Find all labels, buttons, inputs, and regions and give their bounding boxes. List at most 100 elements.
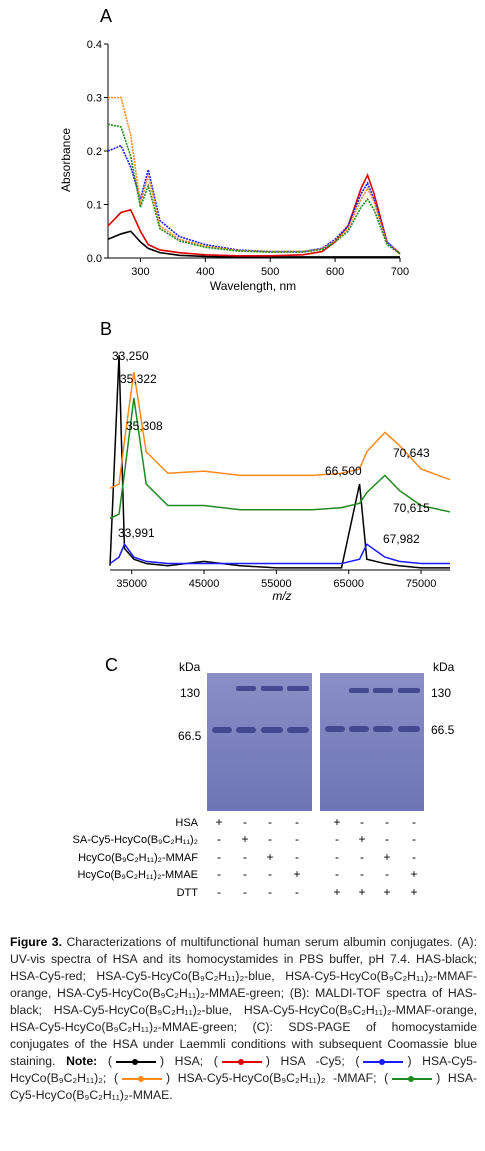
legend-label-cy5: HSA -Cy5; [280,1054,345,1068]
gel-sign: + [358,885,365,899]
gel-sign: - [295,850,299,864]
gel-sign: - [268,832,272,846]
series-line [109,397,451,520]
gel-sign: - [412,832,416,846]
x-tick-label: 45000 [189,578,220,590]
gel-sign: - [385,867,389,881]
y-tick-label: 0.3 [87,93,102,105]
gel-sign: - [217,867,221,881]
peak-label-70643: 70,643 [393,446,430,460]
gel-right [320,673,424,811]
x-tick-label: 75000 [406,578,437,590]
y-tick-label: 0.4 [87,39,102,51]
gel-sign: - [360,850,364,864]
row-label-dtt: DTT [177,887,199,899]
y-tick-label: 0.2 [87,146,102,158]
gel-sign: - [360,867,364,881]
gel-sign: + [333,885,340,899]
gel-sign: - [360,815,364,829]
row-label-cy5: SA-Cy5-HcyCo(B₉C₂H₁₁)₂ [73,834,198,846]
x-axis-label: Wavelength, nm [210,279,296,293]
x-tick-label: 35000 [116,578,147,590]
x-tick-label: 55000 [261,578,292,590]
peak-label-33991: 33,991 [118,526,155,540]
legend-label-orange: HSA-Cy5-HcyCo(B₉C₂H₁₁)₂ -MMAF; [177,1071,377,1085]
legend-line-black-icon [112,1057,160,1067]
gel-sign: - [385,832,389,846]
gel-sign: - [412,815,416,829]
row-label-hsa: HSA [175,817,198,829]
gel-sign: + [358,832,365,846]
caption-note: Note: [66,1054,98,1068]
peak-label-33250: 33,250 [112,349,149,363]
gel-sign: - [243,885,247,899]
x-tick-label: 300 [131,266,149,278]
gel-sign: + [215,815,222,829]
marker-66-left: 66.5 [178,729,202,743]
x-tick-label: 500 [261,266,279,278]
gel-sign: - [217,850,221,864]
caption-lead: Figure 3. [10,935,62,949]
x-tick-label: 65000 [333,578,364,590]
gel-sign: - [243,850,247,864]
gel-sign-grid: + - - - + - - - - + - - - + - - - - + - - - + - - - - + - - - + - - - - + + + + [215,815,417,899]
peak-label-35308: 35,308 [126,419,163,433]
gel-left [207,673,312,811]
peak-label-66500: 66,500 [325,464,362,478]
series-line [107,123,401,255]
kda-label-left: kDa [179,660,201,674]
gel-sign: - [295,832,299,846]
gel-sign: - [268,867,272,881]
gel-sign: + [266,850,273,864]
gel-sign: - [295,885,299,899]
x-tick-label: 700 [391,266,409,278]
gel-sign: - [268,815,272,829]
gel-sign: - [217,885,221,899]
legend-label-hsa: HSA; [174,1054,204,1068]
series-line [109,354,450,569]
gel-sign: - [412,850,416,864]
gel-bands [212,686,420,733]
series-line [109,372,451,489]
panel-letter-b: B [100,319,112,339]
peak-label-67982: 67,982 [383,532,420,546]
gel-sign: + [293,867,300,881]
row-label-mmae: HcyCo(B₉C₂H₁₁)₂-MMAE [77,869,198,881]
legend-label-green: HSA-Cy5-HcyCo(B₉C₂H₁₁)₂-MMAE. [10,1071,478,1102]
gel-sign: - [295,815,299,829]
gel-sign: + [383,850,390,864]
y-axis-label: Absorbance [59,128,73,192]
legend-line-red-icon [218,1057,266,1067]
legend-line-orange-icon [118,1074,166,1084]
gel-sign: - [243,867,247,881]
row-label-mmaf: HcyCo(B₉C₂H₁₁)₂-MMAF [78,852,198,864]
gel-sign: - [335,850,339,864]
gel-sign: - [217,832,221,846]
peak-label-35322: 35,322 [120,372,157,386]
y-tick-label: 0.0 [87,253,102,265]
caption-text: Characterizations of multifunctional hum… [10,935,477,1068]
legend-label-blue: HSA-Cy5-HcyCo(B₉C₂H₁₁)₂; [10,1054,478,1085]
gel-sign: + [410,885,417,899]
x-tick-label: 400 [196,266,214,278]
series-line [109,542,450,565]
marker-130-left: 130 [180,686,200,700]
gel-sign: - [385,815,389,829]
series-line [107,172,401,257]
kda-label-right: kDa [433,660,455,674]
figure-panels: A Absorbance Wavelength, nm 300 400 500 600… [59,6,455,899]
marker-130-right: 130 [431,686,451,700]
maldi-tof-chart: m/z 35000 45000 55000 65000 75000 33,250 35,… [109,349,451,603]
marker-66-right: 66.5 [431,723,455,737]
panel-letter-c: C [105,655,118,675]
y-tick-label: 0.1 [87,200,102,212]
gel-sign: - [335,832,339,846]
x-tick-label: 600 [326,266,344,278]
legend-line-green-icon [388,1074,436,1084]
gel-row-labels: HSA SA-Cy5-HcyCo(B₉C₂H₁₁)₂ HcyCo(B₉C₂H₁₁… [73,817,199,899]
gel-sign: + [383,885,390,899]
gel-sign: + [241,832,248,846]
gel-sign: - [335,867,339,881]
gel-sign: - [243,815,247,829]
legend-line-blue-icon [359,1057,407,1067]
